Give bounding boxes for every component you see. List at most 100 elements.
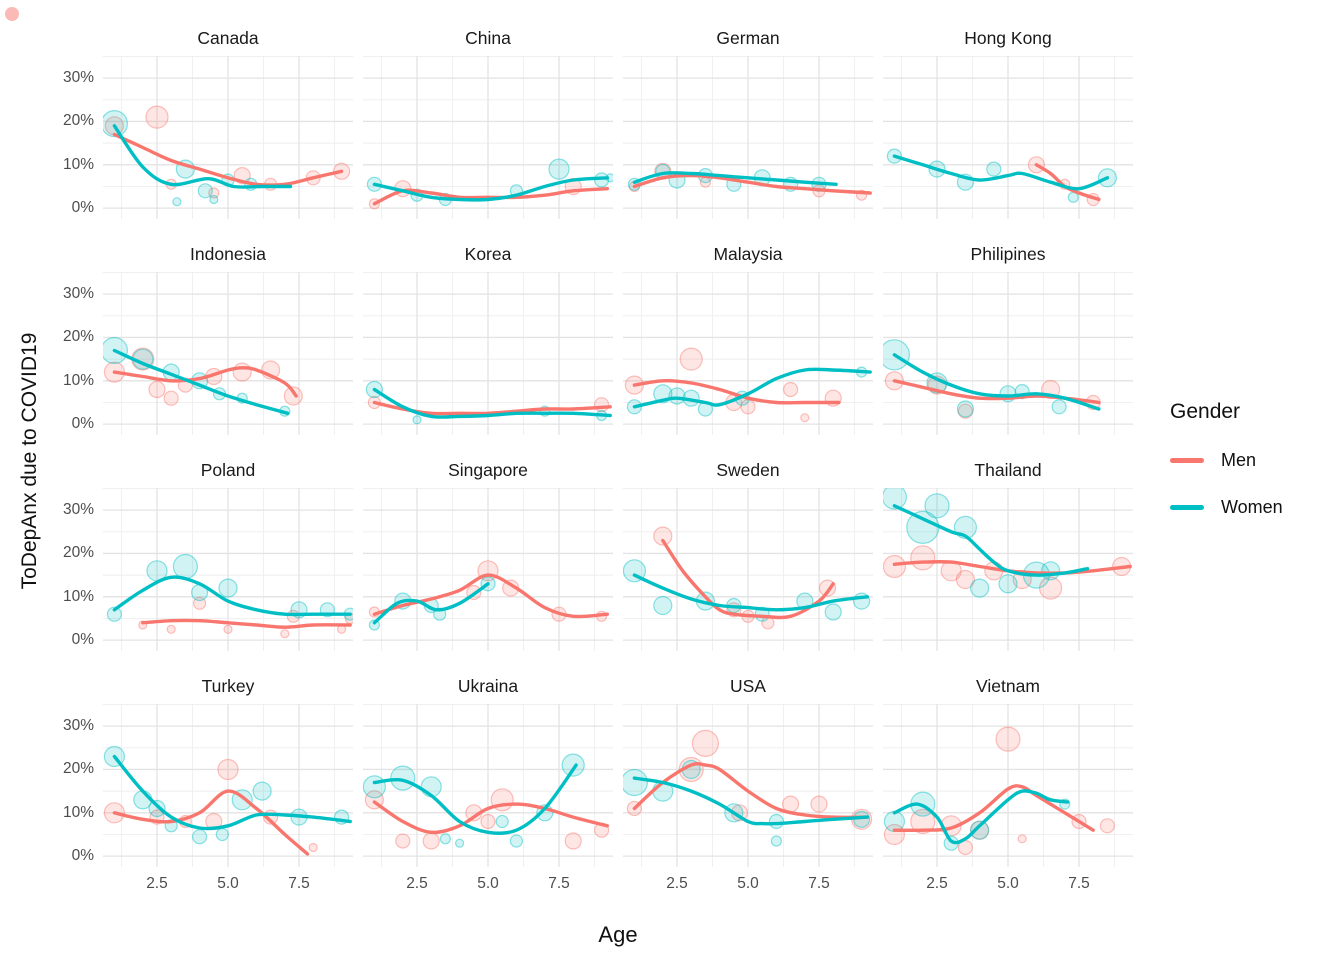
facet-panel (623, 703, 873, 867)
women-data-point (412, 415, 422, 425)
x-tick-label: 5.0 (217, 875, 239, 892)
facet-title: German (716, 28, 780, 48)
women-data-point (668, 387, 686, 405)
women-trend-line (632, 776, 869, 826)
x-tick-label: 2.5 (666, 875, 688, 892)
legend: Gender Men Women (1170, 400, 1283, 518)
women-data-point (623, 768, 648, 797)
panel-gridlines (363, 271, 613, 435)
facet-title: China (465, 28, 511, 48)
facet-title: Philipines (970, 244, 1046, 264)
women-data-point (363, 775, 386, 799)
men-data-point (308, 842, 318, 853)
women-trend-line (112, 575, 352, 617)
facet-title: Indonesia (190, 244, 266, 264)
women-data-point (495, 814, 509, 829)
women-trend-line (112, 754, 352, 831)
men-trend-line (632, 761, 869, 819)
men-data-point (800, 413, 810, 423)
facet-panel (103, 55, 353, 219)
panel-gridlines (883, 55, 1133, 219)
panel-gridlines (883, 271, 1133, 435)
women-data-point (768, 813, 784, 830)
facet-panel (623, 55, 873, 219)
women-data-point (191, 829, 208, 845)
x-axis-title: Age (598, 922, 638, 947)
women-trend-line (372, 763, 578, 836)
panel-gridlines (623, 703, 873, 867)
y-tick-label: 30% (62, 285, 94, 303)
men-data-point (957, 403, 974, 419)
facet-title: Korea (464, 244, 512, 264)
x-tick-label: 7.5 (1068, 875, 1090, 892)
men-trend-line (372, 187, 609, 206)
women-trend-line (892, 504, 1090, 577)
men-data-point (280, 629, 290, 639)
women-data-point (561, 753, 585, 777)
facet-title: Sweden (716, 460, 780, 480)
y-tick-label: 0% (71, 199, 94, 217)
women-data-point (172, 553, 199, 580)
men-data-point (910, 808, 936, 835)
facet-panel (363, 703, 613, 867)
women-data-point (1041, 561, 1061, 581)
women-data-point (969, 820, 990, 840)
facet-title: Turkey (201, 676, 255, 696)
men-data-point (395, 833, 411, 849)
men-trend-line (112, 132, 344, 187)
x-tick-label: 7.5 (808, 875, 830, 892)
women-data-point (172, 197, 182, 207)
women-trend-line (632, 171, 838, 186)
facet-panel (883, 487, 1133, 651)
facet-title: USA (730, 676, 766, 696)
women-data-point (956, 400, 975, 418)
y-tick-label: 10% (62, 803, 94, 821)
women-trend-line (372, 582, 490, 625)
men-data-point (232, 362, 252, 382)
women-data-point (653, 595, 673, 616)
women-data-point (439, 833, 452, 845)
y-tick-label: 0% (71, 631, 94, 649)
facet-panel (623, 487, 873, 651)
women-data-point (548, 158, 570, 180)
y-tick-label: 20% (62, 328, 94, 346)
men-data-point (166, 624, 176, 634)
panel-gridlines (363, 487, 613, 651)
panel-gridlines (103, 55, 353, 219)
stray-data-point (5, 7, 19, 21)
men-data-point (1039, 576, 1063, 600)
facet-title: Singapore (448, 460, 528, 480)
women-data-point (215, 827, 229, 842)
men-data-point (1017, 834, 1027, 844)
x-tick-label: 7.5 (288, 875, 310, 892)
men-data-point (883, 554, 906, 579)
women-trend-line (372, 176, 609, 202)
men-trend-line (372, 573, 609, 619)
legend-entry-women: Women (1170, 497, 1283, 518)
panel-gridlines (623, 55, 873, 219)
men-data-point (910, 545, 936, 571)
men-data-point (422, 832, 440, 850)
men-data-point (653, 526, 673, 546)
y-tick-label: 10% (62, 587, 94, 605)
x-tick-label: 5.0 (997, 875, 1019, 892)
men-trend-line (632, 173, 872, 195)
facet-title: Malaysia (713, 244, 783, 264)
y-tick-label: 10% (62, 371, 94, 389)
women-trend-line (632, 367, 872, 409)
men-data-point (783, 381, 799, 398)
women-trend-line (112, 348, 290, 415)
women-line-swatch (1170, 505, 1204, 510)
men-data-point (1099, 818, 1115, 834)
y-tick-label: 10% (62, 155, 94, 173)
women-data-point (509, 834, 523, 848)
women-data-point (454, 838, 465, 848)
women-data-point (218, 578, 238, 598)
y-tick-label: 20% (62, 760, 94, 778)
women-data-point (924, 493, 950, 519)
panel-gridlines (623, 487, 873, 651)
y-tick-label: 0% (71, 847, 94, 865)
men-data-point (163, 390, 179, 406)
women-data-point (148, 799, 166, 818)
men-data-point (208, 187, 220, 199)
